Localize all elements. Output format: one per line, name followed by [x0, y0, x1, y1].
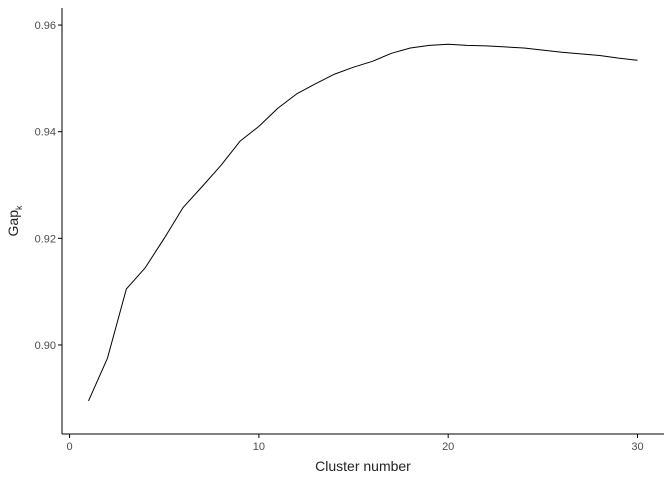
- x-tick-label: 20: [442, 441, 454, 453]
- y-axis-title-subscript: k: [14, 205, 24, 210]
- y-axis-title: Gapk: [5, 205, 24, 236]
- y-tick-label: 0.96: [35, 20, 56, 32]
- x-tick-label: 10: [253, 441, 265, 453]
- x-tick-label: 0: [67, 441, 73, 453]
- y-tick-label: 0.90: [35, 340, 56, 352]
- series-line: [88, 43, 638, 402]
- plot-area: [88, 43, 638, 402]
- y-tick-label: 0.94: [35, 127, 56, 139]
- y-axis-ticks: 0.90 0.92 0.94 0.96: [35, 20, 62, 352]
- x-tick-label: 30: [631, 441, 643, 453]
- y-axis-title-main: Gap: [5, 210, 21, 237]
- y-tick-label: 0.92: [35, 233, 56, 245]
- x-axis-ticks: 0 10 20 30: [67, 434, 644, 453]
- x-axis-title: Cluster number: [315, 458, 411, 474]
